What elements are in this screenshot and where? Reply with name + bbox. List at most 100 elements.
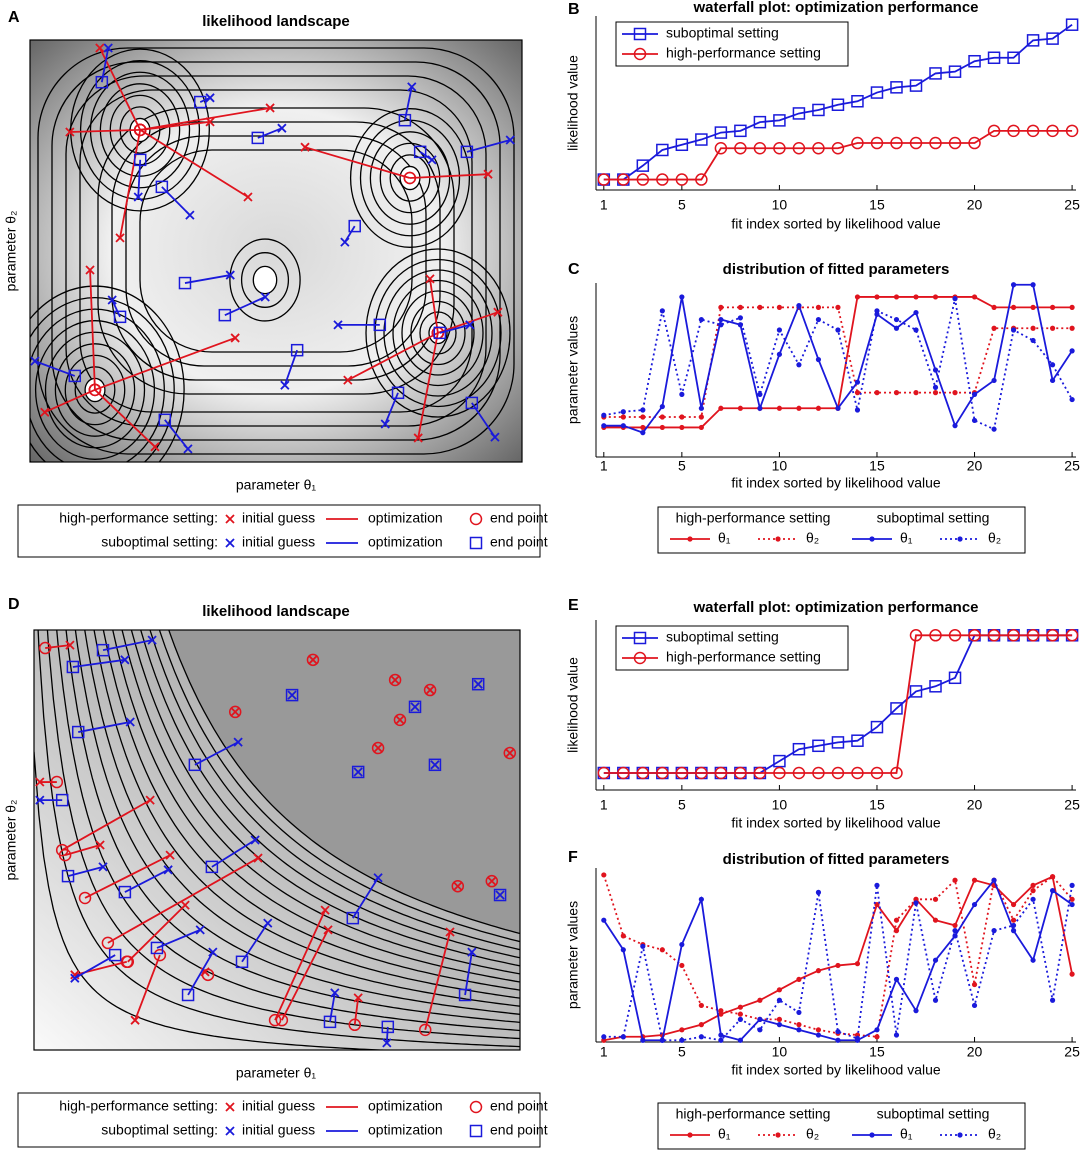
marker: [251, 131, 265, 145]
marker: [58, 848, 72, 862]
legend-label: θ₁: [900, 530, 913, 546]
contour: [93, 630, 520, 999]
initial-guess: [353, 767, 363, 777]
optimization-path: [274, 909, 326, 1021]
contour: [383, 269, 493, 397]
initial-guess: [103, 43, 113, 53]
marker: [796, 1022, 802, 1028]
y-axis-label: parameter θ₂: [3, 211, 19, 292]
x-tick-label: 1: [600, 1044, 608, 1060]
contour: [130, 630, 520, 967]
marker: [469, 512, 483, 526]
legend-box: [657, 506, 1026, 554]
marker: [854, 294, 861, 300]
marker: [1010, 901, 1017, 908]
marker: [991, 304, 997, 310]
marker: [679, 941, 685, 948]
marker: [1010, 327, 1017, 333]
marker: [601, 1034, 607, 1040]
marker: [1010, 922, 1017, 929]
chart-title: distribution of fitted parameters: [723, 851, 950, 868]
marker: [757, 1016, 763, 1022]
marker: [698, 316, 704, 323]
marker: [971, 417, 978, 424]
marker: [428, 758, 442, 772]
marker: [890, 766, 903, 780]
marker: [193, 95, 207, 109]
marker: [640, 424, 646, 431]
initial-guess: [280, 380, 290, 390]
series-line: [603, 634, 1073, 774]
initial-guess: [323, 925, 333, 935]
contour: [168, 630, 520, 935]
marker: [870, 766, 884, 780]
marker: [792, 766, 806, 780]
initial-guess: [40, 407, 50, 417]
x-axis-label: fit index sorted by likelihood value: [731, 1062, 941, 1078]
initial-guess: [225, 270, 235, 280]
marker: [371, 741, 385, 755]
marker: [757, 1027, 763, 1033]
marker: [1030, 304, 1036, 310]
marker: [403, 171, 417, 185]
marker: [373, 318, 387, 332]
marker: [675, 138, 689, 152]
contour: [44, 331, 146, 449]
x-tick-label: 15: [869, 197, 885, 213]
contour: [30, 296, 175, 462]
marker: [469, 536, 483, 550]
marker: [932, 367, 939, 373]
marker: [393, 713, 407, 727]
marker: [679, 962, 685, 969]
marker: [120, 955, 134, 969]
initial-guess: [373, 873, 383, 883]
initial-guess: [263, 918, 273, 928]
marker: [737, 1037, 743, 1043]
marker: [851, 136, 864, 150]
marker: [88, 383, 102, 397]
marker: [601, 917, 607, 923]
marker: [1049, 304, 1056, 310]
marker: [874, 390, 880, 396]
marker: [718, 1032, 724, 1038]
marker: [1010, 304, 1017, 310]
marker: [854, 961, 861, 967]
marker: [796, 1027, 802, 1033]
marker: [1049, 997, 1056, 1003]
marker: [991, 325, 997, 331]
x-tick-label: 25: [1064, 1044, 1080, 1060]
optimization-path: [409, 173, 489, 179]
marker: [493, 888, 507, 902]
initial-guess: [208, 947, 218, 957]
marker: [640, 414, 646, 420]
initial-guess: [230, 333, 240, 343]
marker: [633, 631, 647, 645]
marker: [952, 877, 958, 883]
marker: [796, 362, 802, 368]
legend-box: [615, 21, 849, 67]
optimization-path: [161, 186, 191, 216]
initial-guess: [195, 925, 205, 935]
marker: [893, 1032, 900, 1038]
marker: [874, 294, 880, 300]
marker: [348, 1018, 362, 1032]
marker: [218, 308, 232, 322]
marker: [870, 86, 884, 99]
x-tick-label: 5: [678, 197, 686, 213]
marker: [620, 933, 626, 939]
initial-guess: [373, 743, 383, 753]
marker: [737, 1016, 743, 1022]
marker: [991, 877, 997, 883]
series-line: [603, 306, 1073, 418]
optimization-path: [352, 877, 379, 919]
marker: [601, 872, 607, 878]
marker: [796, 303, 802, 309]
marker: [601, 412, 607, 418]
legend-label: initial guess: [242, 534, 315, 550]
x-tick-label: 15: [869, 797, 885, 813]
x-tick-label: 25: [1064, 197, 1080, 213]
panel-label: E: [568, 597, 579, 614]
marker: [757, 997, 763, 1003]
marker: [150, 941, 164, 955]
marker: [1049, 325, 1056, 331]
